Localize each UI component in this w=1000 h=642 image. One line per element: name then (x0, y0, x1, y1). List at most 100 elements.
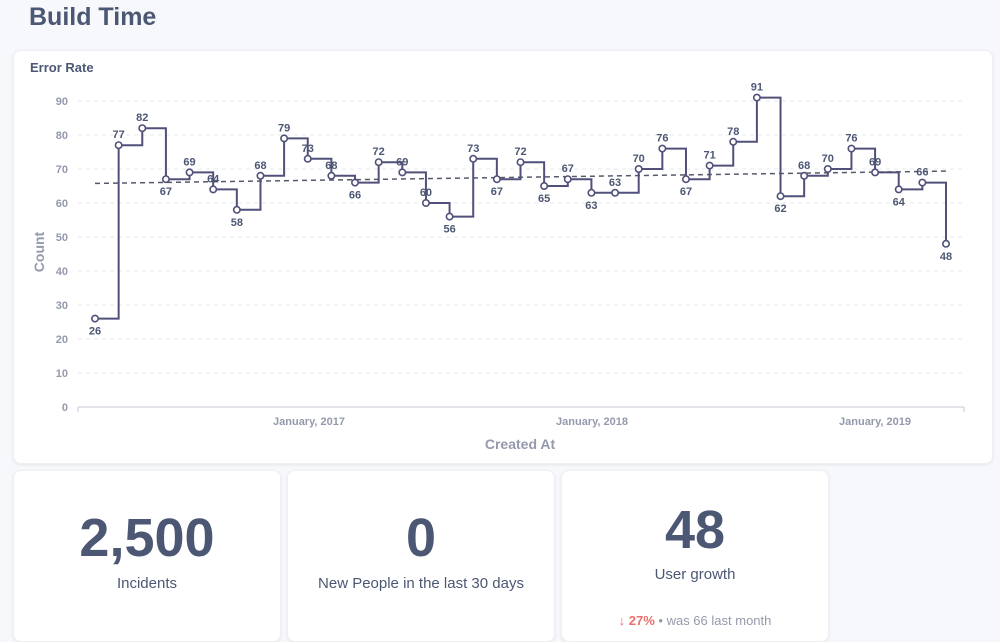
data-label: 72 (514, 146, 526, 158)
scalar-label: Incidents (116, 575, 178, 592)
scalar-label: User growth (654, 566, 736, 583)
y-tick-label: 50 (56, 232, 68, 244)
data-label: 73 (467, 143, 479, 155)
trend-indicator: ↓ 27% • was 66 last month (562, 613, 828, 628)
data-label: 68 (254, 160, 266, 172)
x-axis-title: Created At (485, 436, 556, 452)
data-label: 67 (160, 186, 172, 198)
data-point (303, 154, 312, 163)
data-point (823, 165, 832, 174)
data-point (611, 188, 620, 197)
y-tick-label: 0 (62, 402, 68, 414)
data-point (847, 144, 856, 153)
data-label: 60 (420, 187, 432, 199)
data-point (540, 182, 549, 191)
data-point (280, 134, 289, 143)
data-point (256, 171, 265, 180)
data-point (374, 158, 383, 167)
error-rate-card[interactable]: Error Rate 0 10 20 30 40 50 60 70 80 90 January, 2… (13, 50, 993, 464)
data-point (634, 165, 643, 174)
data-point (185, 168, 194, 177)
data-point (516, 158, 525, 167)
data-label: 76 (845, 133, 857, 145)
user-growth-card[interactable]: 48 User growth ↓ 27% • was 66 last month (561, 470, 829, 642)
data-point (351, 178, 360, 187)
data-label: 63 (609, 177, 621, 189)
arrow-down-icon: ↓ (618, 613, 626, 628)
scalar-value: 0 (405, 508, 437, 568)
data-label: 69 (869, 156, 881, 168)
y-tick-label: 10 (56, 368, 68, 380)
data-label: 69 (396, 156, 408, 168)
data-point (776, 192, 785, 201)
scalar-label: New People in the last 30 days (318, 575, 524, 592)
y-tick-label: 20 (56, 334, 68, 346)
data-label: 77 (113, 129, 125, 141)
y-axis-title: Count (31, 231, 47, 272)
x-tick-label: January, 2019 (839, 416, 911, 428)
data-label: 64 (893, 196, 906, 208)
data-label: 58 (231, 217, 243, 229)
data-point (398, 168, 407, 177)
data-label: 56 (443, 224, 455, 236)
incidents-card[interactable]: 2,500 Incidents (13, 470, 281, 642)
data-point (138, 124, 147, 133)
y-tick-label: 60 (56, 198, 68, 210)
data-point (681, 175, 690, 184)
data-label: 67 (491, 186, 503, 198)
data-label: 66 (916, 167, 928, 179)
data-label: 68 (798, 160, 810, 172)
y-tick-label: 90 (56, 96, 68, 108)
data-label: 62 (774, 203, 786, 215)
series-line (95, 96, 947, 320)
data-point (752, 93, 761, 102)
data-point (871, 168, 880, 177)
data-point (232, 205, 241, 214)
error-rate-chart: 0 10 20 30 40 50 60 70 80 90 January, 2017 January,… (31, 82, 965, 452)
data-point (658, 144, 667, 153)
data-point (729, 137, 738, 146)
data-label: 79 (278, 122, 290, 134)
data-label: 63 (585, 200, 597, 212)
trend-period: last month (711, 613, 772, 628)
data-label: 26 (89, 326, 101, 338)
scalar-value: 48 (664, 500, 726, 560)
y-tick-label: 30 (56, 300, 68, 312)
data-label: 66 (349, 190, 361, 202)
data-label: 68 (325, 160, 337, 172)
x-tick-label: January, 2018 (556, 416, 628, 428)
data-point (587, 188, 596, 197)
data-point (563, 175, 572, 184)
new-people-card[interactable]: 0 New People in the last 30 days (287, 470, 555, 642)
data-label: 78 (727, 126, 739, 138)
data-point (445, 212, 454, 221)
data-label: 91 (751, 82, 763, 94)
data-point (492, 175, 501, 184)
y-tick-label: 70 (56, 164, 68, 176)
data-point (918, 178, 927, 187)
data-label: 64 (207, 173, 220, 185)
data-point (161, 175, 170, 184)
data-point (469, 154, 478, 163)
data-point (705, 161, 714, 170)
data-point (800, 171, 809, 180)
y-tick-label: 40 (56, 266, 68, 278)
data-point (327, 171, 336, 180)
data-label: 67 (680, 186, 692, 198)
data-label: 72 (373, 146, 385, 158)
data-label: 71 (703, 150, 715, 162)
data-label: 48 (940, 251, 952, 263)
data-label: 65 (538, 193, 550, 205)
data-point (941, 239, 950, 248)
data-point (421, 199, 430, 208)
data-label: 70 (633, 153, 645, 165)
scalar-value: 2,500 (79, 508, 215, 568)
data-label: 70 (822, 153, 834, 165)
data-label: 69 (183, 156, 195, 168)
data-point (91, 314, 100, 323)
trend-previous: was 66 (666, 613, 708, 628)
data-label: 67 (562, 163, 574, 175)
card-title[interactable]: Error Rate (30, 60, 94, 75)
dashboard-title: Build Time (29, 3, 157, 31)
trend-separator: • (658, 613, 663, 628)
